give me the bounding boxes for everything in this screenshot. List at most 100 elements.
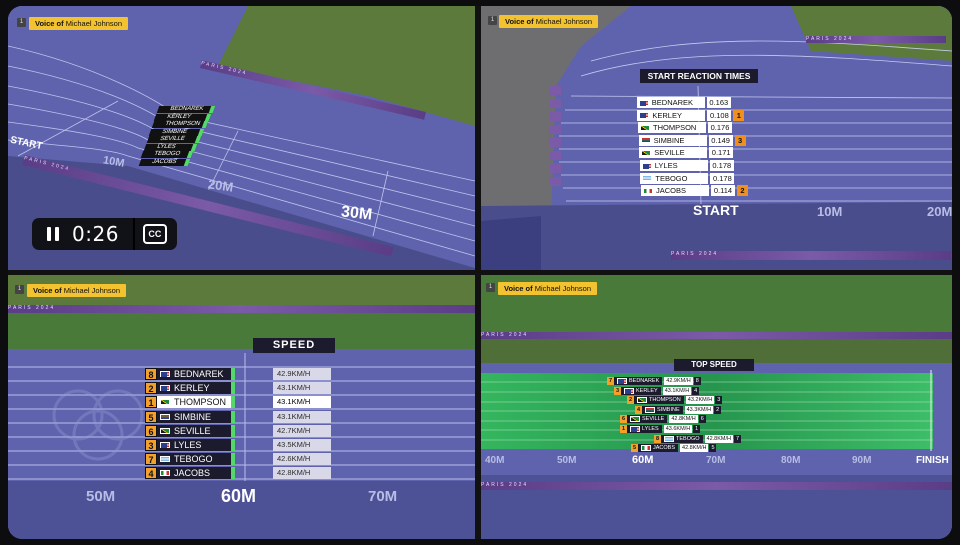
top-speed-value: 42.8KM/H xyxy=(680,444,709,453)
voice-name: Michael Johnson xyxy=(534,284,592,293)
reaction-time: 0.171 xyxy=(709,147,734,159)
panel-number-badge: 1 xyxy=(488,16,497,25)
panel-top-speed: PARIS 2024 PARIS 2024 TOP SPEED 7 BEDNARE… xyxy=(481,275,952,539)
athlete-cell: TEBOGO xyxy=(157,453,235,466)
flag-rsa-icon xyxy=(645,406,655,413)
athlete-cell: JACOBS xyxy=(638,444,679,453)
flag-jam-icon xyxy=(630,416,640,423)
top-speed-title: TOP SPEED xyxy=(674,359,754,371)
top-speed-rank: 5 xyxy=(709,444,717,453)
flag-rsa-icon xyxy=(160,413,170,420)
athlete-name: LYLES xyxy=(654,161,678,170)
top-speed-value: 43.2KM/H xyxy=(685,396,715,405)
runner-name: SIMBINE xyxy=(161,128,189,135)
reaction-time: 0.163 xyxy=(706,97,731,108)
top-speed-row: 6 SEVILLE 42.8KM/H 6 xyxy=(620,415,706,424)
voice-tag: Voice of Michael Johnson xyxy=(498,282,598,295)
athlete-name: SEVILLE xyxy=(654,148,685,158)
top-speed-value: 43.3KM/H xyxy=(684,405,714,414)
pause-icon[interactable] xyxy=(42,223,64,245)
reaction-row: KERLEY 0.108 1 xyxy=(637,109,745,121)
speed-value: 43.5KM/H xyxy=(273,439,331,451)
mark-80m: 80M xyxy=(781,455,801,466)
flag-jam-icon xyxy=(641,149,652,156)
athlete-name: KERLEY xyxy=(174,383,210,394)
playback-time: 0:26 xyxy=(72,222,119,246)
athlete-name: JACOBS xyxy=(174,468,211,479)
voice-prefix: Voice of xyxy=(33,286,62,295)
athlete-cell: LYLES xyxy=(157,439,235,451)
athlete-name: KERLEY xyxy=(652,110,682,120)
flag-usa-icon xyxy=(638,99,649,106)
voice-name: Michael Johnson xyxy=(63,286,121,295)
athlete-name: TEBOGO xyxy=(655,173,688,183)
lane-number: 6 xyxy=(145,424,157,437)
speed-value: 42.9KM/H xyxy=(273,368,331,380)
panel-start-view: PARIS 2024 PARIS 2024 START 10M 20M 30M … xyxy=(8,6,475,270)
video-frame[interactable]: PARIS 2024 PARIS 2024 START 10M 20M 30M … xyxy=(8,6,952,539)
paris-banner: PARIS 2024 xyxy=(481,482,952,490)
athlete-cell: THOMPSON xyxy=(634,396,684,405)
athlete-cell: LYLES xyxy=(627,425,662,433)
runner-name: SEVILLE xyxy=(158,136,186,142)
athlete-name: THOMPSON xyxy=(653,123,697,133)
athlete-cell: TEBOGO xyxy=(661,434,703,443)
finish-mark: FINISH xyxy=(916,455,949,466)
flag-bot-icon xyxy=(664,435,674,442)
flag-bot-icon xyxy=(642,175,653,182)
mark-40m: 40M xyxy=(485,455,505,466)
runner-name: KERLEY xyxy=(166,113,193,120)
lane-number: 2 xyxy=(145,382,157,395)
speed-row: 7 TEBOGO xyxy=(145,453,235,466)
reaction-rank-badge: 1 xyxy=(733,109,745,121)
top-speed-row: 2 THOMPSON 43.2KM/H 3 xyxy=(627,396,723,405)
voice-tag: Voice of Michael Johnson xyxy=(499,15,599,28)
athlete-name: LYLES xyxy=(642,426,659,432)
speed-value: 43.1KM/H xyxy=(273,396,331,409)
lane-number: 4 xyxy=(145,467,157,480)
lane-number: 2 xyxy=(627,396,634,405)
athlete-cell: JACOBS xyxy=(641,185,709,197)
flag-usa-icon xyxy=(624,387,634,394)
lane-number: 1 xyxy=(620,425,627,433)
mark-20m: 20M xyxy=(927,204,952,219)
reaction-row: BEDNAREK 0.163 xyxy=(636,97,731,108)
reaction-rank-badge: 3 xyxy=(734,134,746,146)
top-speed-rank: 2 xyxy=(714,405,722,414)
voice-name: Michael Johnson xyxy=(65,19,123,28)
mark-30m: 30M xyxy=(340,203,373,224)
athlete-cell: THOMPSON xyxy=(157,396,235,409)
lane-number: 5 xyxy=(631,444,638,453)
top-speed-value: 42.8KM/H xyxy=(704,434,733,443)
athlete-name: LYLES xyxy=(174,440,202,450)
top-speed-row: 1 LYLES 43.6KM/H 1 xyxy=(620,425,701,433)
voice-tag: Voice of Michael Johnson xyxy=(27,284,127,297)
player-controls: 0:26 CC xyxy=(32,218,177,250)
top-speed-rank: 3 xyxy=(715,396,723,405)
starting-blocks xyxy=(549,86,561,186)
mark-50m: 50M xyxy=(557,455,577,466)
runner-name: LYLES xyxy=(156,143,177,150)
top-speed-row: 5 JACOBS 42.8KM/H 5 xyxy=(631,444,717,453)
lane-number: 4 xyxy=(635,405,642,414)
paris-banner: PARIS 2024 xyxy=(8,305,475,313)
flag-ita-icon xyxy=(641,445,651,452)
runner-name: JACOBS xyxy=(150,158,178,165)
runner-label: THOMPSON xyxy=(151,121,209,128)
athlete-name: SEVILLE xyxy=(174,425,211,436)
lane-number: 1 xyxy=(145,396,157,409)
top-speed-value: 42.9KM/H xyxy=(664,377,693,385)
flag-jam-icon xyxy=(160,427,170,434)
closed-captions-icon[interactable]: CC xyxy=(142,224,167,244)
top-speed-value: 42.8KM/H xyxy=(669,415,698,424)
athlete-name: BEDNAREK xyxy=(629,378,660,384)
top-speed-rank: 1 xyxy=(693,425,701,433)
athlete-cell: SIMBINE xyxy=(157,410,235,423)
top-speed-row: 8 TEBOGO 42.8KM/H 7 xyxy=(654,434,741,443)
reaction-time: 0.178 xyxy=(709,160,734,171)
athlete-cell: BEDNAREK xyxy=(157,368,235,380)
top-speed-rank: 4 xyxy=(692,386,700,395)
mark-90m: 90M xyxy=(852,455,872,466)
runner-label: JACOBS xyxy=(138,158,191,166)
mark-10m: 10M xyxy=(817,204,843,219)
